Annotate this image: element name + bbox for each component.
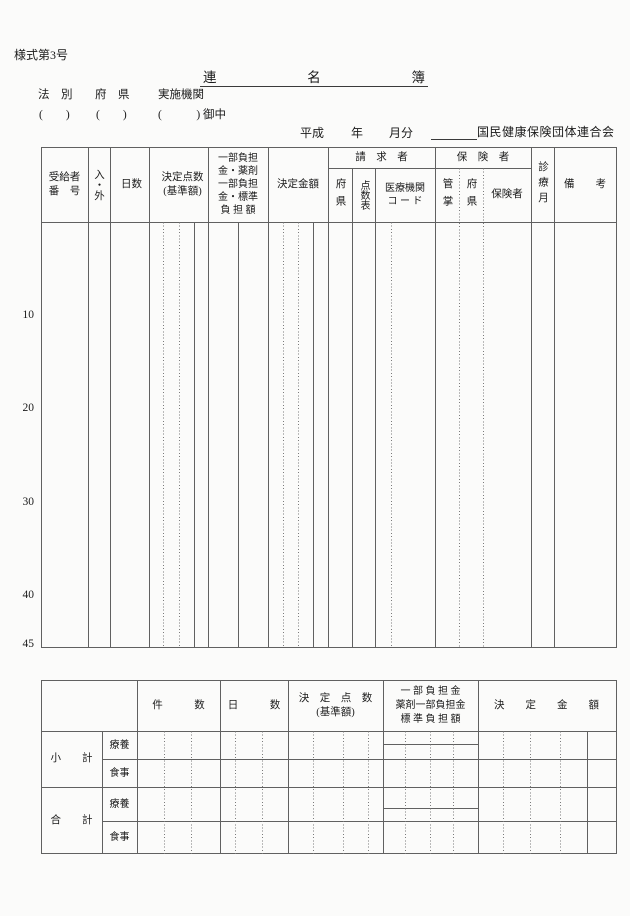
header-recipient-number: 受給者 番 号 bbox=[48, 171, 81, 197]
header-insurer-pref: 府県 bbox=[465, 177, 477, 213]
header-claimant-pref: 府県 bbox=[334, 177, 346, 213]
row-mark-10: 10 bbox=[22, 309, 35, 321]
summary-row-meal: 食事 bbox=[109, 832, 130, 843]
summary-header-days: 日 数 bbox=[227, 699, 281, 711]
title-char: 名 bbox=[307, 70, 321, 85]
row-mark-45: 45 bbox=[22, 638, 35, 650]
summary-header-amount: 決 定 金 額 bbox=[494, 699, 599, 711]
title-char: 簿 bbox=[411, 70, 426, 85]
row-mark-20: 20 bbox=[22, 402, 35, 414]
era-label: 平成 bbox=[300, 126, 325, 140]
row-mark-30: 30 bbox=[22, 496, 35, 508]
header-amount: 決定金額 bbox=[277, 178, 319, 190]
summary-row-total: 合 計 bbox=[50, 814, 93, 826]
org-underline bbox=[431, 139, 477, 140]
header-treatment-month: 診療月 bbox=[537, 161, 548, 208]
year-label: 年 bbox=[351, 126, 364, 140]
header-point-table: 点数表 bbox=[358, 180, 369, 210]
header-points: 決定点数 (基準額) bbox=[161, 171, 204, 197]
summary-row-subtotal: 小 計 bbox=[50, 753, 93, 764]
header-remarks: 備 考 bbox=[564, 178, 606, 190]
header-claimant-group: 請 求 者 bbox=[355, 151, 408, 163]
header-copay: 一部負担 金・薬剤 一部負担 金・標準 負 担 額 bbox=[218, 153, 258, 216]
main-table-grid bbox=[41, 147, 617, 648]
summary-header-cases: 件 数 bbox=[152, 699, 205, 711]
agency-label: 実施機関 bbox=[158, 89, 204, 101]
summary-row-care: 療養 bbox=[109, 798, 130, 810]
summary-header-points: 決 定 点 数 (基準額) bbox=[298, 692, 373, 718]
law-type-label: 法 別 bbox=[38, 89, 73, 101]
summary-row-meal: 食事 bbox=[109, 767, 130, 779]
prefecture-field: ( ) bbox=[96, 109, 127, 121]
form-title: 連 名 簿 bbox=[200, 66, 428, 87]
header-insurer-group: 保 険 者 bbox=[456, 151, 510, 163]
law-type-field: ( ) bbox=[39, 109, 70, 121]
summary-row-care: 療養 bbox=[109, 739, 130, 751]
title-char: 連 bbox=[203, 70, 217, 85]
month-label: 月分 bbox=[389, 126, 414, 140]
header-med-code: 医療機関 コ ー ド bbox=[385, 183, 425, 207]
row-mark-40: 40 bbox=[22, 589, 35, 601]
header-insurer: 保険者 bbox=[491, 189, 523, 200]
summary-header-copay: 一 部 負 担 金 薬剤一部負担金 標 準 負 担 額 bbox=[395, 685, 466, 725]
agency-field: ( ) bbox=[158, 109, 201, 121]
header-inout: 入・外 bbox=[93, 168, 104, 201]
summary-table-grid bbox=[41, 680, 617, 854]
header-kansho: 管掌 bbox=[441, 177, 453, 213]
gochu-label: 御中 bbox=[203, 109, 226, 121]
org-name: 国民健康保険団体連合会 bbox=[477, 125, 615, 139]
header-days: 日数 bbox=[121, 178, 142, 190]
prefecture-label: 府 県 bbox=[95, 89, 130, 101]
form-number: 様式第3号 bbox=[14, 48, 69, 62]
